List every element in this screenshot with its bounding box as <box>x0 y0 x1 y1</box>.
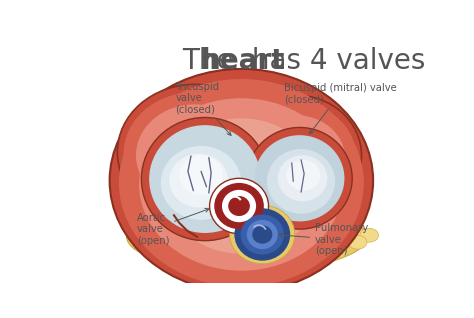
Ellipse shape <box>341 225 363 240</box>
Ellipse shape <box>147 235 165 249</box>
Ellipse shape <box>169 238 190 252</box>
Ellipse shape <box>281 235 300 249</box>
Text: The: The <box>182 47 243 75</box>
Ellipse shape <box>348 235 367 249</box>
Ellipse shape <box>124 92 266 215</box>
Ellipse shape <box>255 135 345 221</box>
Ellipse shape <box>278 155 328 201</box>
Ellipse shape <box>161 146 241 220</box>
Ellipse shape <box>328 235 346 249</box>
Ellipse shape <box>134 225 155 240</box>
Ellipse shape <box>267 149 335 214</box>
Ellipse shape <box>303 238 324 252</box>
Ellipse shape <box>193 235 212 249</box>
Ellipse shape <box>235 103 356 211</box>
Text: Aortic
valve
(open): Aortic valve (open) <box>137 208 209 246</box>
Ellipse shape <box>164 118 319 254</box>
Ellipse shape <box>119 79 364 287</box>
Ellipse shape <box>247 220 278 249</box>
Ellipse shape <box>136 104 254 206</box>
Ellipse shape <box>235 208 290 261</box>
Ellipse shape <box>127 202 367 272</box>
Ellipse shape <box>301 225 323 240</box>
Text: Bicuspid (mitral) valve
(closed): Bicuspid (mitral) valve (closed) <box>284 83 397 134</box>
Ellipse shape <box>282 222 302 236</box>
Ellipse shape <box>360 228 379 242</box>
Ellipse shape <box>118 84 273 220</box>
Ellipse shape <box>179 155 223 195</box>
Ellipse shape <box>242 218 261 232</box>
Ellipse shape <box>262 220 281 234</box>
Ellipse shape <box>222 190 256 222</box>
Ellipse shape <box>286 160 320 190</box>
Ellipse shape <box>139 98 344 271</box>
Ellipse shape <box>214 183 264 229</box>
Text: has 4 valves: has 4 valves <box>243 47 425 75</box>
Text: Pulmonary
valve
(open): Pulmonary valve (open) <box>279 223 368 257</box>
Text: Tricuspid
valve
(closed): Tricuspid valve (closed) <box>175 82 231 135</box>
Ellipse shape <box>258 238 276 252</box>
Ellipse shape <box>179 225 201 240</box>
Text: heart: heart <box>201 47 285 75</box>
Ellipse shape <box>246 115 345 201</box>
Ellipse shape <box>141 117 268 241</box>
Ellipse shape <box>217 238 235 252</box>
Ellipse shape <box>252 225 273 244</box>
Ellipse shape <box>222 220 241 234</box>
Ellipse shape <box>247 128 352 229</box>
Ellipse shape <box>230 205 295 264</box>
Ellipse shape <box>109 69 373 292</box>
Ellipse shape <box>201 222 221 236</box>
Ellipse shape <box>322 222 342 236</box>
Ellipse shape <box>228 196 250 216</box>
Ellipse shape <box>230 95 362 215</box>
Ellipse shape <box>210 178 268 234</box>
Ellipse shape <box>237 238 256 252</box>
Ellipse shape <box>149 125 261 233</box>
Ellipse shape <box>241 214 284 254</box>
Ellipse shape <box>158 222 178 236</box>
Ellipse shape <box>169 154 228 208</box>
